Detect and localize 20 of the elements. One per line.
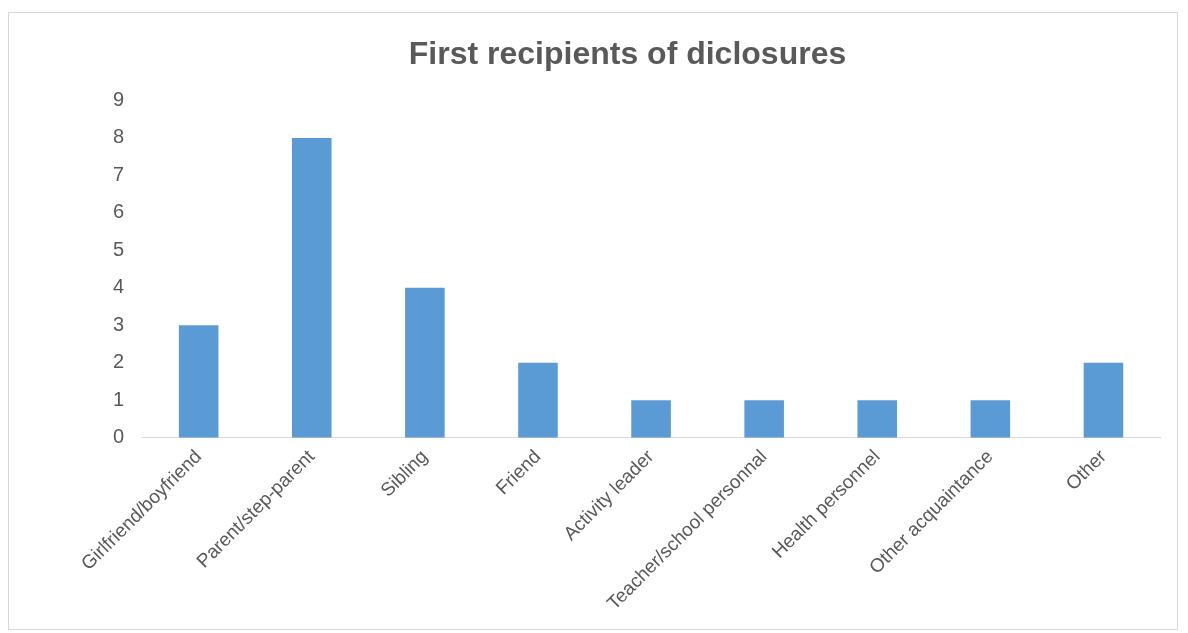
bar: [744, 400, 784, 438]
y-tick-label: 2: [113, 350, 125, 373]
bar: [291, 137, 332, 438]
y-tick-label: 0: [113, 425, 125, 448]
bar: [518, 362, 558, 438]
y-tick-label: 1: [113, 387, 125, 410]
y-tick-label: 4: [113, 275, 125, 298]
bar: [970, 400, 1011, 438]
y-tick-label: 9: [113, 87, 125, 110]
y-tick-label: 6: [113, 200, 125, 223]
y-tick-label: 5: [113, 237, 125, 260]
y-tick-label: 3: [113, 312, 125, 335]
chart-title: First recipients of diclosures: [408, 35, 847, 72]
bar: [857, 400, 898, 438]
bar: [178, 325, 219, 438]
bar: [1083, 362, 1124, 438]
bar: [405, 287, 445, 438]
y-tick-label: 8: [113, 125, 125, 148]
bar: [631, 400, 671, 438]
y-tick-label: 7: [113, 162, 125, 185]
